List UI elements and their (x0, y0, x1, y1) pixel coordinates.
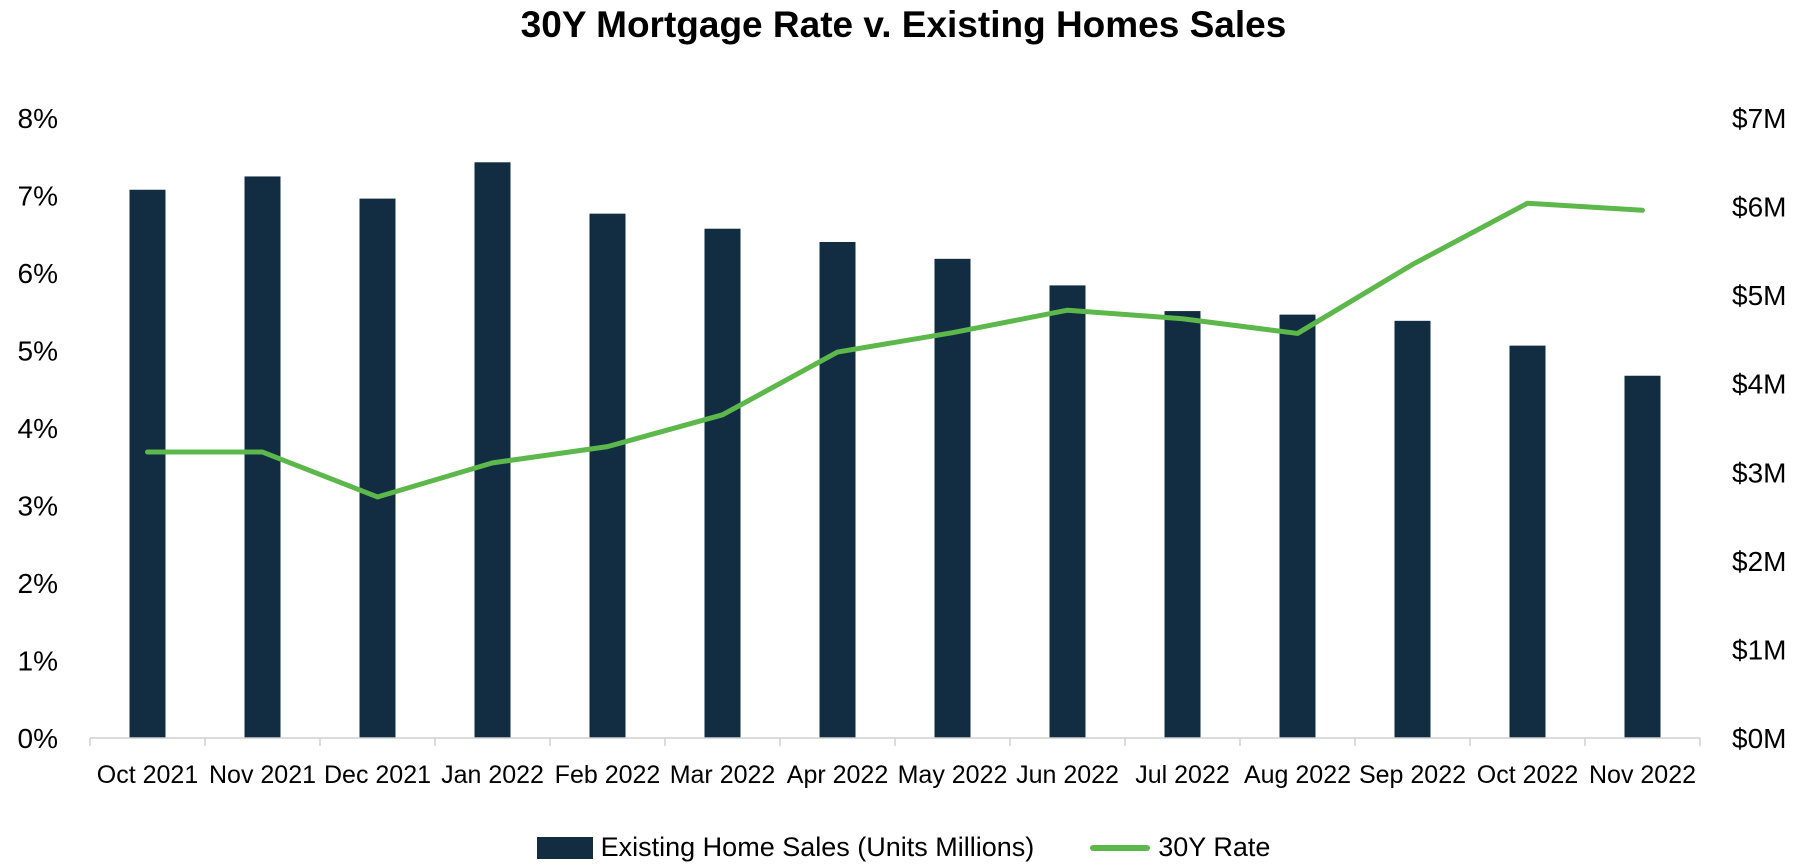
x-tick-label-10: Aug 2022 (1244, 761, 1351, 789)
y-left-tick-label-5: 5% (18, 336, 58, 367)
x-tick-label-0: Oct 2021 (97, 761, 198, 789)
legend-line-swatch (1090, 844, 1151, 851)
y-right-tick-label-6: $6M (1732, 192, 1786, 223)
x-tick-label-1: Nov 2021 (209, 761, 316, 789)
x-tick-label-3: Jan 2022 (441, 761, 544, 789)
line-30y-rate (145, 200, 1645, 500)
legend-bar-swatch (536, 836, 593, 859)
axes-layer: Oct 2021 Nov 2021 Dec 2021 Jan 2022 Feb 2022… (18, 103, 1787, 789)
bar-6 (819, 242, 856, 738)
bar-5 (704, 228, 741, 738)
bars-layer (129, 162, 1661, 739)
y-left-tick-label-2: 2% (18, 568, 58, 599)
bar-10 (1279, 314, 1316, 738)
legend-label-sales: Existing Home Sales (Units Millions) (600, 832, 1035, 862)
x-tick-label-11: Sep 2022 (1359, 761, 1466, 789)
y-left-tick-label-3: 3% (18, 491, 58, 522)
x-tick-label-9: Jul 2022 (1135, 761, 1230, 789)
bar-9 (1164, 311, 1201, 738)
x-tick-label-7: May 2022 (898, 761, 1008, 789)
legend-item-sales: Existing Home Sales (Units Millions) (536, 832, 1035, 863)
y-right-tick-label-2: $2M (1732, 546, 1786, 577)
y-right-tick-label-1: $1M (1732, 634, 1786, 665)
bar-11 (1394, 320, 1431, 738)
y-right-tick-label-4: $4M (1732, 369, 1786, 400)
chart-title: 30Y Mortgage Rate v. Existing Homes Sale… (520, 4, 1287, 45)
legend-label-rate: 30Y Rate (1158, 832, 1271, 862)
legend-item-rate: 30Y Rate (1090, 832, 1270, 863)
y-right-tick-label-7: $7M (1732, 103, 1786, 134)
y-left-tick-label-8: 8% (18, 103, 58, 134)
y-left-tick-label-0: 0% (18, 723, 58, 754)
bar-3 (474, 162, 511, 739)
y-left-tick-label-4: 4% (18, 413, 58, 444)
bar-12 (1509, 345, 1546, 738)
line-layer (145, 200, 1645, 500)
x-tick-label-12: Oct 2022 (1477, 761, 1578, 789)
x-tick-label-4: Feb 2022 (555, 761, 661, 789)
x-tick-label-6: Apr 2022 (787, 761, 888, 789)
y-right-tick-label-3: $3M (1732, 457, 1786, 488)
y-left-tick-label-1: 1% (18, 646, 58, 677)
y-right-tick-label-5: $5M (1732, 280, 1786, 311)
y-left-tick-label-6: 6% (18, 258, 58, 289)
x-tick-label-5: Mar 2022 (670, 761, 776, 789)
bar-2 (359, 198, 396, 739)
bar-7 (934, 258, 971, 738)
bar-0 (129, 189, 166, 738)
bar-8 (1049, 285, 1086, 738)
x-tick-label-2: Dec 2021 (324, 761, 431, 789)
x-tick-label-13: Nov 2022 (1589, 761, 1696, 789)
y-left-tick-label-7: 7% (18, 181, 58, 212)
y-right-tick-label-0: $0M (1732, 723, 1786, 754)
legend: Existing Home Sales (Units Millions) 30Y… (0, 832, 1807, 863)
bar-4 (589, 213, 626, 738)
x-tick-label-8: Jun 2022 (1016, 761, 1119, 789)
bar-13 (1624, 375, 1661, 738)
